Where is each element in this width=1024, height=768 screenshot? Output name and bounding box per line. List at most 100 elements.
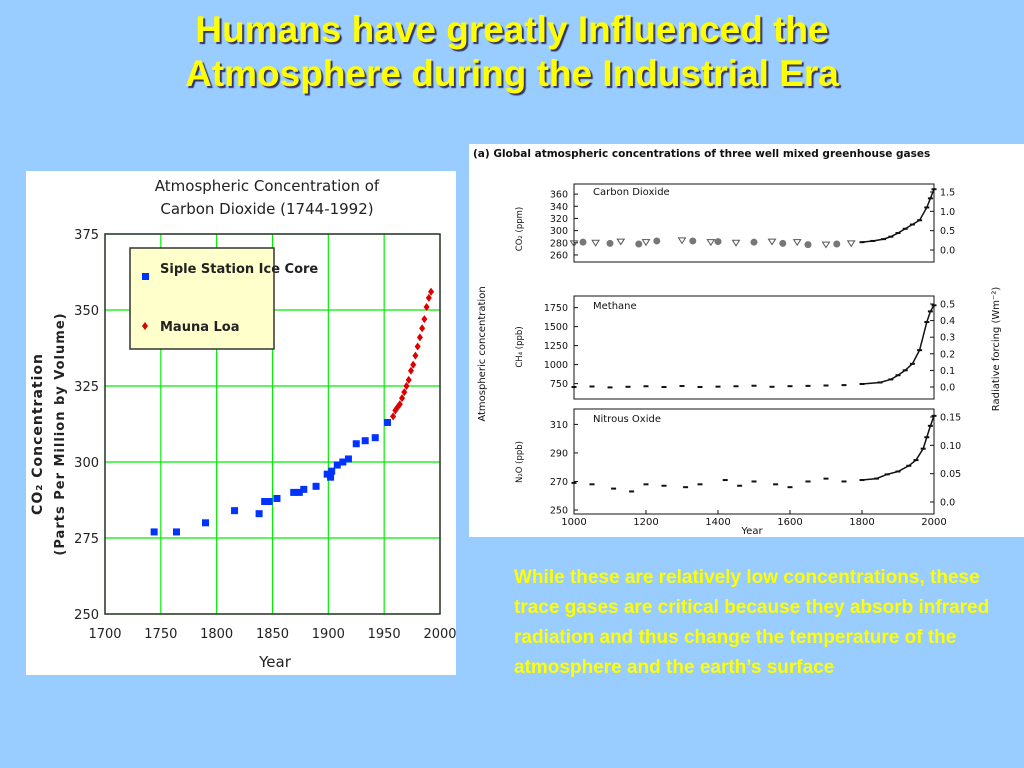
co2-ice-core-point xyxy=(591,239,601,247)
slide-title-line-2: Atmosphere during the Industrial Era xyxy=(185,53,839,94)
siple-station-point xyxy=(172,528,180,536)
subpanel-data-point xyxy=(787,385,793,388)
legend-label-siple: Siple Station Ice Core xyxy=(160,262,318,277)
subpanel-forcing-tick-label: 1.5 xyxy=(940,188,955,199)
ghg-chart-title: (a) Global atmospheric concentrations of… xyxy=(473,148,930,160)
ghg-chart-x-tick-label: 2000 xyxy=(921,517,946,528)
mauna-loa-point xyxy=(412,351,419,360)
co2-ice-core-point xyxy=(569,240,579,248)
co2-ice-core-point xyxy=(616,238,626,246)
ghg-chart-x-tick-label: 1000 xyxy=(561,517,586,528)
co2-chart-x-tick-label: 1800 xyxy=(200,627,233,642)
legend-swatch-siple xyxy=(142,273,149,280)
nitrous-oxide-subpanel-y-label: N₂O (ppb) xyxy=(515,441,525,483)
siple-station-point xyxy=(312,482,320,490)
subpanel-data-point xyxy=(751,480,757,483)
ghg-chart-left-axis-label: Atmospheric concentration xyxy=(477,286,488,421)
subpanel-forcing-tick-label: 0.0 xyxy=(940,383,955,394)
mauna-loa-point xyxy=(407,366,414,375)
slide-title: Humans have greatly Influenced the Atmos… xyxy=(0,8,1024,96)
co2-chart-y-tick-label: 325 xyxy=(74,380,99,395)
ghg-chart-x-tick-label: 1800 xyxy=(849,517,874,528)
subpanel-data-point xyxy=(607,386,613,389)
subpanel-data-point xyxy=(683,486,689,489)
subpanel-forcing-tick-label: 0.1 xyxy=(940,366,955,377)
slide-title-line-1: Humans have greatly Influenced the xyxy=(195,9,829,50)
mauna-loa-point xyxy=(416,333,423,342)
subpanel-y-tick-label: 360 xyxy=(550,190,568,201)
co2-chart-x-tick-label: 1900 xyxy=(312,627,345,642)
subpanel-data-point xyxy=(625,385,631,388)
siple-station-point xyxy=(150,528,158,536)
co2-ice-core-point xyxy=(750,238,758,246)
co2-chart-plot-frame xyxy=(104,233,441,615)
legend-box xyxy=(129,247,275,350)
siple-station-point xyxy=(202,519,209,527)
subpanel-data-point xyxy=(805,480,811,483)
co2-chart-x-tick-label: 1700 xyxy=(88,627,121,642)
siple-station-point xyxy=(265,498,273,506)
co2-chart-x-axis-label: Year xyxy=(258,653,292,671)
subpanel-data-point xyxy=(751,384,757,387)
subpanel-data-point xyxy=(841,480,847,483)
co2-ice-core-point xyxy=(767,238,777,246)
co2-chart-x-tick-label: 1750 xyxy=(144,627,177,642)
co2-chart-x-ticks: 1700 1750 1800 1850 1900 1950 2000 xyxy=(88,627,456,642)
mauna-loa-point xyxy=(405,375,412,384)
siple-station-point xyxy=(300,485,308,493)
co2-chart-x-tick-label: 2000 xyxy=(423,627,456,642)
co2-ice-core-point xyxy=(706,239,716,247)
mauna-loa-point xyxy=(428,287,435,296)
ghg-chart-x-tick-label: 1400 xyxy=(705,517,730,528)
ghg-chart-x-tick-label: 1600 xyxy=(777,517,802,528)
slide-caption: While these are relatively low concentra… xyxy=(514,567,990,678)
subpanel-data-point xyxy=(733,385,739,388)
subpanel-data-point xyxy=(787,486,793,489)
subpanel-data-point xyxy=(823,384,829,387)
siple-station-point xyxy=(344,455,352,463)
ghg-chart-x-axis-label: Year xyxy=(740,526,763,537)
siple-station-point xyxy=(273,494,281,502)
subpanel-data-point xyxy=(629,490,635,493)
mauna-loa-point xyxy=(401,388,408,397)
co2-ice-core-point xyxy=(804,241,812,249)
co2-ice-core-point xyxy=(689,237,697,245)
co2-chart-y-axis-label-line-1: CO₂ Concentration xyxy=(30,353,46,515)
subpanel-y-tick-label: 1750 xyxy=(544,303,568,314)
co2-ice-core-point xyxy=(653,237,661,245)
subpanel-forcing-tick-label: 0.05 xyxy=(940,469,961,480)
subpanel-forcing-tick-label: 0.0 xyxy=(940,246,955,257)
co2-chart-y-tick-label: 375 xyxy=(74,228,99,243)
subpanel-forcing-tick-label: 0.2 xyxy=(940,349,955,360)
subpanel-data-point xyxy=(589,483,595,486)
mauna-loa-point xyxy=(396,400,403,409)
subpanel-data-point xyxy=(805,384,811,387)
mauna-loa-point xyxy=(419,324,426,333)
subpanel-data-point xyxy=(643,483,649,486)
subpanel-y-tick-label: 320 xyxy=(550,214,568,225)
co2-ice-core-point xyxy=(641,239,651,247)
nitrous-oxide-subpanel-series xyxy=(571,414,937,493)
subpanel-y-tick-label: 270 xyxy=(550,477,568,488)
co2-chart-x-tick-label: 1850 xyxy=(256,627,289,642)
legend-swatch-mauna-loa xyxy=(142,322,148,330)
co2-chart-x-tick-label: 1950 xyxy=(368,627,401,642)
siple-station-point xyxy=(255,510,263,518)
subpanel-y-tick-label: 1250 xyxy=(544,341,568,352)
subpanel-y-tick-label: 300 xyxy=(550,226,568,237)
subpanel-data-point xyxy=(697,483,703,486)
co2-ice-core-point xyxy=(677,237,687,245)
siple-station-point xyxy=(261,498,269,506)
subpanel-y-tick-label: 260 xyxy=(550,250,568,261)
methane-subpanel-y-ticks: 750 1000 1250 1500 1750 xyxy=(544,303,578,390)
methane-subpanel-y-label: CH₄ (ppb) xyxy=(515,326,525,367)
mauna-loa-point xyxy=(421,315,428,324)
siple-station-point xyxy=(361,437,369,445)
ghg-chart-x-tick-label: 1200 xyxy=(633,517,658,528)
mauna-loa-point xyxy=(425,293,432,302)
nitrous-oxide-subpanel-frame xyxy=(573,408,935,515)
subpanel-data-point xyxy=(737,484,743,487)
co2-chart-title-line-2: Carbon Dioxide (1744-1992) xyxy=(160,200,373,218)
subpanel-y-tick-label: 310 xyxy=(550,420,568,431)
